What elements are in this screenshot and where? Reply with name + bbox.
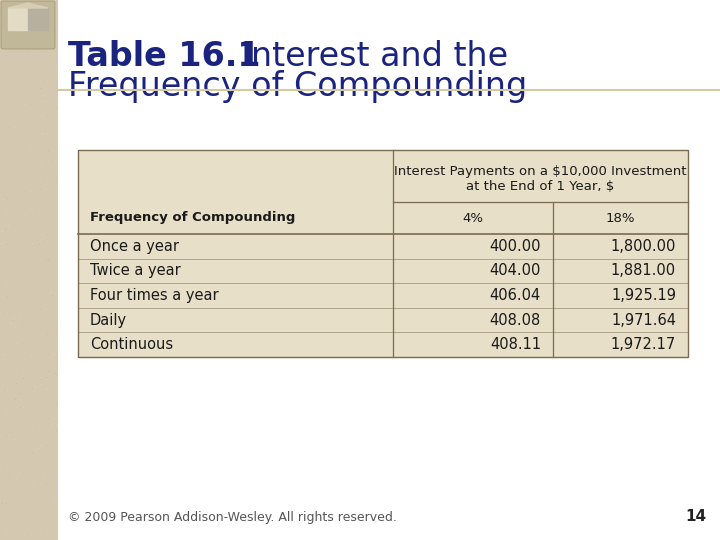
Text: 400.00: 400.00 [490, 239, 541, 254]
Text: 406.04: 406.04 [490, 288, 541, 303]
Text: Interest Payments on a $10,000 Investment: Interest Payments on a $10,000 Investmen… [395, 165, 687, 179]
Text: Continuous: Continuous [90, 337, 173, 352]
FancyBboxPatch shape [1, 1, 55, 49]
Text: Four times a year: Four times a year [90, 288, 219, 303]
Text: 408.08: 408.08 [490, 313, 541, 328]
Text: 1,925.19: 1,925.19 [611, 288, 676, 303]
Text: 14: 14 [685, 509, 706, 524]
FancyBboxPatch shape [0, 0, 58, 540]
Polygon shape [8, 3, 48, 8]
Text: 1,800.00: 1,800.00 [611, 239, 676, 254]
Text: Frequency of Compounding: Frequency of Compounding [68, 70, 527, 103]
Text: 408.11: 408.11 [490, 337, 541, 352]
Polygon shape [28, 8, 48, 30]
Text: Frequency of Compounding: Frequency of Compounding [90, 212, 295, 225]
Text: 18%: 18% [606, 212, 635, 225]
FancyBboxPatch shape [78, 150, 688, 357]
Text: Interest and the: Interest and the [220, 40, 508, 73]
Text: 404.00: 404.00 [490, 264, 541, 279]
Text: at the End of 1 Year, $: at the End of 1 Year, $ [467, 179, 615, 192]
Text: 1,881.00: 1,881.00 [611, 264, 676, 279]
Text: Once a year: Once a year [90, 239, 179, 254]
Text: 1,971.64: 1,971.64 [611, 313, 676, 328]
Text: 1,972.17: 1,972.17 [611, 337, 676, 352]
Text: Twice a year: Twice a year [90, 264, 181, 279]
Text: Table 16.1: Table 16.1 [68, 40, 261, 73]
FancyBboxPatch shape [58, 0, 720, 540]
Text: © 2009 Pearson Addison-Wesley. All rights reserved.: © 2009 Pearson Addison-Wesley. All right… [68, 511, 397, 524]
Polygon shape [8, 8, 28, 30]
Text: Daily: Daily [90, 313, 127, 328]
Text: 4%: 4% [462, 212, 484, 225]
